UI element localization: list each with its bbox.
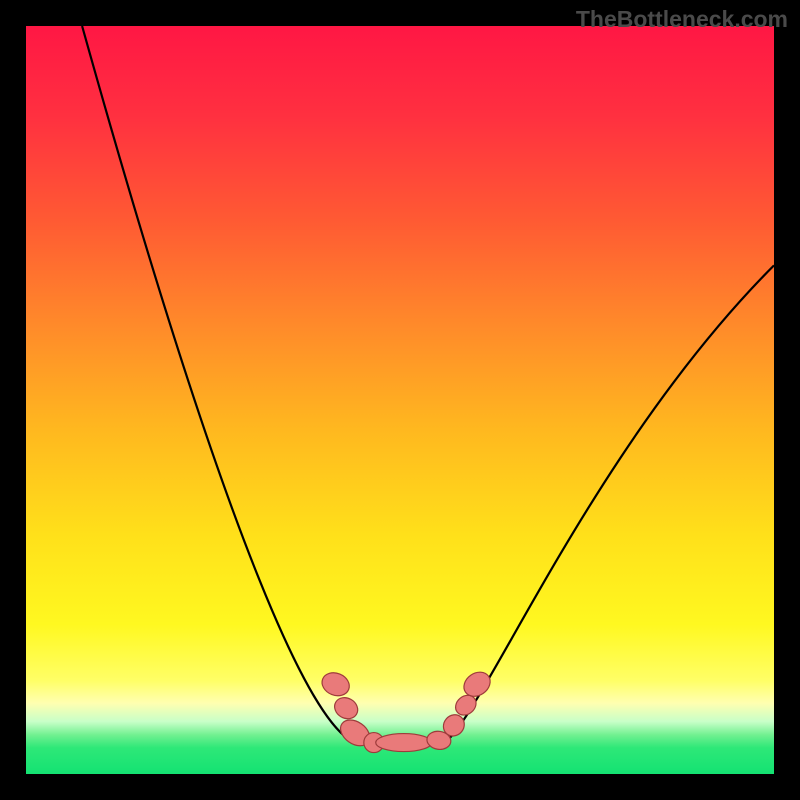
chart-svg xyxy=(0,0,800,800)
chart-frame: TheBottleneck.com xyxy=(0,0,800,800)
curve-marker xyxy=(376,734,432,752)
watermark-text: TheBottleneck.com xyxy=(576,6,788,33)
